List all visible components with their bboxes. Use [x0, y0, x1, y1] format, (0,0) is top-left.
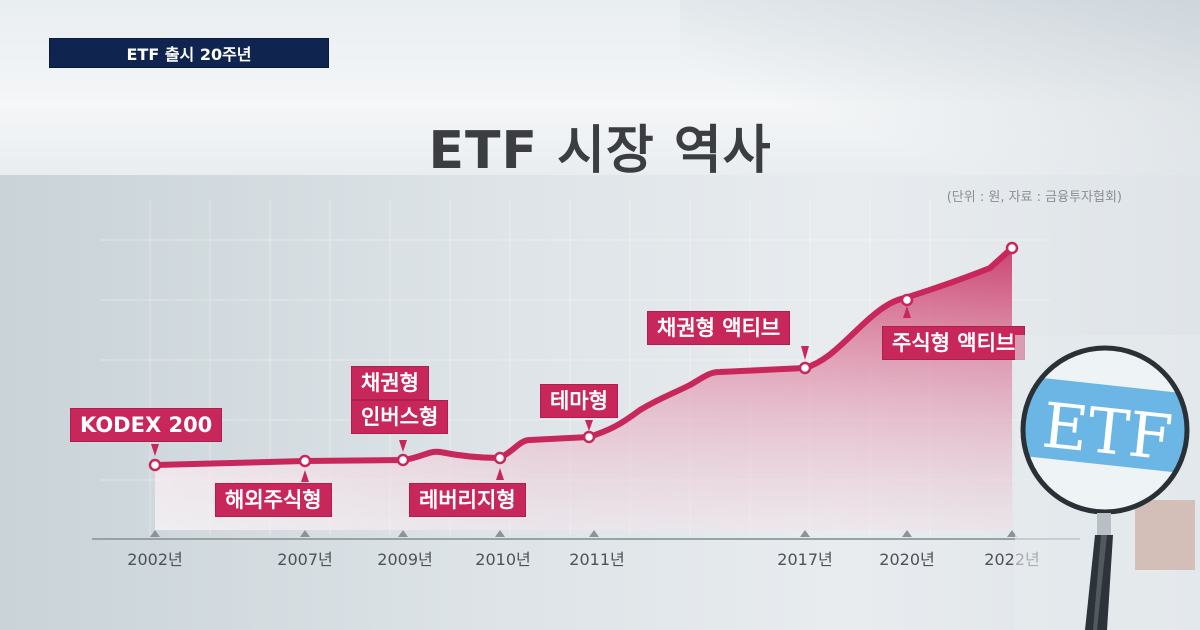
annotation-equity-active: 주식형 액티브 [882, 326, 1026, 360]
magnifying-glass-icon: ETF [1015, 335, 1200, 630]
axis-ticks [150, 530, 1017, 537]
source-note: (단위 : 원, 자료 : 금융투자협회) [946, 190, 1122, 205]
annotation-bond: 채권형 [351, 366, 429, 400]
year-label-2011: 2011년 [569, 550, 625, 569]
label-pointers [151, 306, 911, 482]
year-label-2020: 2020년 [879, 550, 935, 569]
year-label-2009: 2009년 [377, 550, 433, 569]
year-label-2010: 2010년 [475, 550, 531, 569]
annotation-leverage: 레버리지형 [409, 483, 526, 517]
annotation-kodex-200: KODEX 200 [70, 408, 223, 442]
data-markers [148, 241, 1019, 472]
anniversary-badge: ETF 출시 20주년 [49, 38, 329, 68]
year-label-2017: 2017년 [777, 550, 833, 569]
annotation-theme: 테마형 [540, 384, 618, 418]
svg-text:ETF: ETF [1039, 388, 1176, 474]
year-label-2002: 2002년 [127, 550, 183, 569]
page-title: ETF 시장 역사 [428, 121, 772, 181]
year-label-2007: 2007년 [277, 550, 333, 569]
header-background [0, 0, 1200, 175]
series-line [152, 245, 1015, 468]
annotation-overseas-equity: 해외주식형 [215, 483, 332, 517]
annotation-bond-active: 채권형 액티브 [647, 311, 791, 345]
annotation-inverse: 인버스형 [351, 400, 449, 434]
